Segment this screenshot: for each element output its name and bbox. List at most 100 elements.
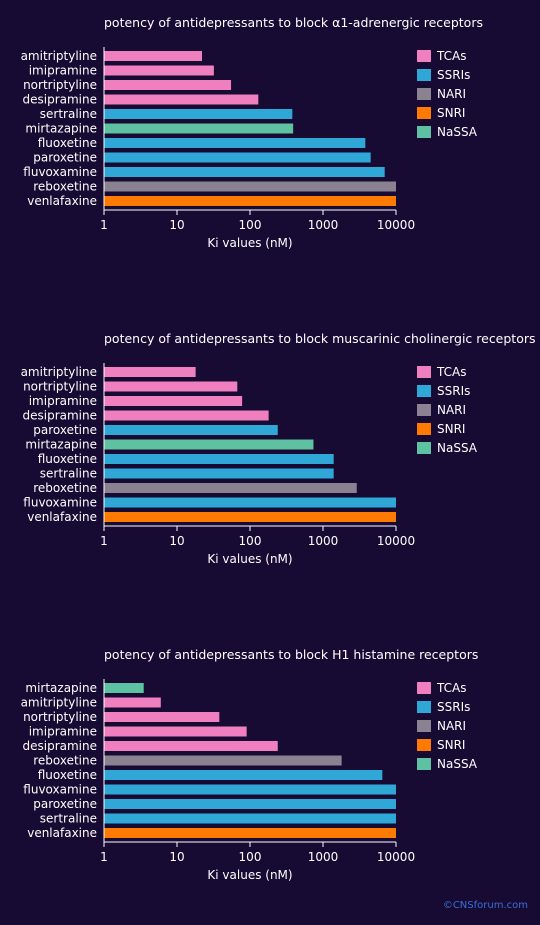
legend: TCAs SSRIs NARI SNRI NaSSA: [417, 681, 478, 771]
legend-swatch-SSRIs: [417, 385, 431, 397]
legend-label: SNRI: [437, 422, 465, 436]
category-label: fluvoxamine: [23, 783, 97, 797]
bar-desipramine: [104, 94, 259, 105]
x-axis-label: Ki values (nM): [207, 236, 292, 250]
bar-venlafaxine: [104, 828, 396, 838]
bar-fluoxetine: [104, 454, 334, 464]
category-label: fluvoxamine: [23, 165, 97, 179]
bar-fluoxetine: [104, 138, 366, 148]
category-label: reboxetine: [33, 481, 97, 495]
category-label: paroxetine: [33, 423, 97, 437]
legend-label: SSRIs: [437, 68, 470, 82]
chart-panel-1: potency of antidepressants to block α1-a…: [21, 15, 483, 250]
x-axis-label: Ki values (nM): [207, 868, 292, 882]
bar-sertraline: [104, 468, 334, 479]
bar-mirtazapine: [104, 683, 144, 693]
legend-swatch-NARI: [417, 404, 431, 416]
bar-amitriptyline: [104, 367, 196, 377]
x-tick-label: 1: [100, 534, 108, 548]
bar-fluvoxamine: [104, 497, 396, 508]
copyright-text: ©CNSforum.com: [442, 900, 528, 911]
legend-label: NaSSA: [437, 757, 478, 771]
bar-mirtazapine: [104, 439, 314, 450]
x-tick-label: 100: [239, 218, 262, 232]
category-label: mirtazapine: [25, 122, 97, 136]
x-tick-label: 10000: [377, 534, 415, 548]
bar-desipramine: [104, 741, 278, 751]
bar-sertraline: [104, 813, 396, 824]
legend-swatch-NARI: [417, 88, 431, 100]
category-label: imipramine: [29, 725, 97, 739]
category-label: fluoxetine: [38, 136, 97, 150]
category-label: reboxetine: [33, 754, 97, 768]
legend-swatch-TCAs: [417, 682, 431, 694]
bar-amitriptyline: [104, 697, 161, 708]
x-tick-label: 1000: [308, 218, 339, 232]
bar-reboxetine: [104, 755, 342, 766]
legend: TCAs SSRIs NARI SNRI NaSSA: [417, 49, 478, 139]
bar-fluvoxamine: [104, 784, 396, 795]
category-label: reboxetine: [33, 180, 97, 194]
category-label: sertraline: [40, 467, 97, 481]
bar-amitriptyline: [104, 51, 202, 61]
bar-sertraline: [104, 109, 293, 119]
bar-desipramine: [104, 410, 269, 421]
legend-swatch-NaSSA: [417, 126, 431, 138]
category-label: amitriptyline: [21, 696, 97, 710]
legend-swatch-NaSSA: [417, 758, 431, 770]
category-label: mirtazapine: [25, 681, 97, 695]
chart-panel-3: potency of antidepressants to block H1 h…: [21, 647, 479, 882]
chart-panel-2: potency of antidepressants to block musc…: [21, 331, 536, 566]
bar-fluoxetine: [104, 770, 383, 780]
category-label: sertraline: [40, 107, 97, 121]
bar-venlafaxine: [104, 196, 396, 206]
x-tick-label: 100: [239, 850, 262, 864]
legend-swatch-SNRI: [417, 107, 431, 119]
bar-imipramine: [104, 65, 214, 76]
category-label: imipramine: [29, 394, 97, 408]
legend-swatch-SNRI: [417, 423, 431, 435]
x-tick-label: 1000: [308, 534, 339, 548]
legend-swatch-SNRI: [417, 739, 431, 751]
category-label: fluoxetine: [38, 768, 97, 782]
bar-paroxetine: [104, 799, 396, 809]
category-label: imipramine: [29, 64, 97, 78]
bar-paroxetine: [104, 152, 371, 163]
category-label: sertraline: [40, 812, 97, 826]
category-label: amitriptyline: [21, 365, 97, 379]
legend-swatch-NARI: [417, 720, 431, 732]
bar-imipramine: [104, 396, 243, 406]
x-tick-label: 10: [169, 850, 184, 864]
chart-title: potency of antidepressants to block musc…: [104, 331, 536, 346]
legend-swatch-SSRIs: [417, 69, 431, 81]
category-label: nortriptyline: [23, 380, 97, 394]
category-label: venlafaxine: [27, 826, 97, 840]
legend-label: SNRI: [437, 738, 465, 752]
legend-label: SNRI: [437, 106, 465, 120]
x-tick-label: 10: [169, 218, 184, 232]
chart-title: potency of antidepressants to block H1 h…: [104, 647, 478, 662]
legend: TCAs SSRIs NARI SNRI NaSSA: [417, 365, 478, 455]
legend-label: NaSSA: [437, 441, 478, 455]
legend-label: SSRIs: [437, 700, 470, 714]
category-label: venlafaxine: [27, 194, 97, 208]
bar-venlafaxine: [104, 512, 396, 522]
category-label: desipramine: [22, 739, 97, 753]
category-label: amitriptyline: [21, 49, 97, 63]
bar-mirtazapine: [104, 123, 294, 134]
x-tick-label: 10000: [377, 218, 415, 232]
category-label: venlafaxine: [27, 510, 97, 524]
bar-nortriptyline: [104, 712, 220, 722]
legend-swatch-SSRIs: [417, 701, 431, 713]
x-tick-label: 1: [100, 850, 108, 864]
category-label: desipramine: [22, 409, 97, 423]
category-label: nortriptyline: [23, 78, 97, 92]
legend-label: TCAs: [436, 365, 466, 379]
category-label: fluvoxamine: [23, 496, 97, 510]
x-tick-label: 100: [239, 534, 262, 548]
legend-label: NARI: [437, 87, 466, 101]
category-label: paroxetine: [33, 797, 97, 811]
x-tick-label: 1: [100, 218, 108, 232]
legend-swatch-TCAs: [417, 366, 431, 378]
